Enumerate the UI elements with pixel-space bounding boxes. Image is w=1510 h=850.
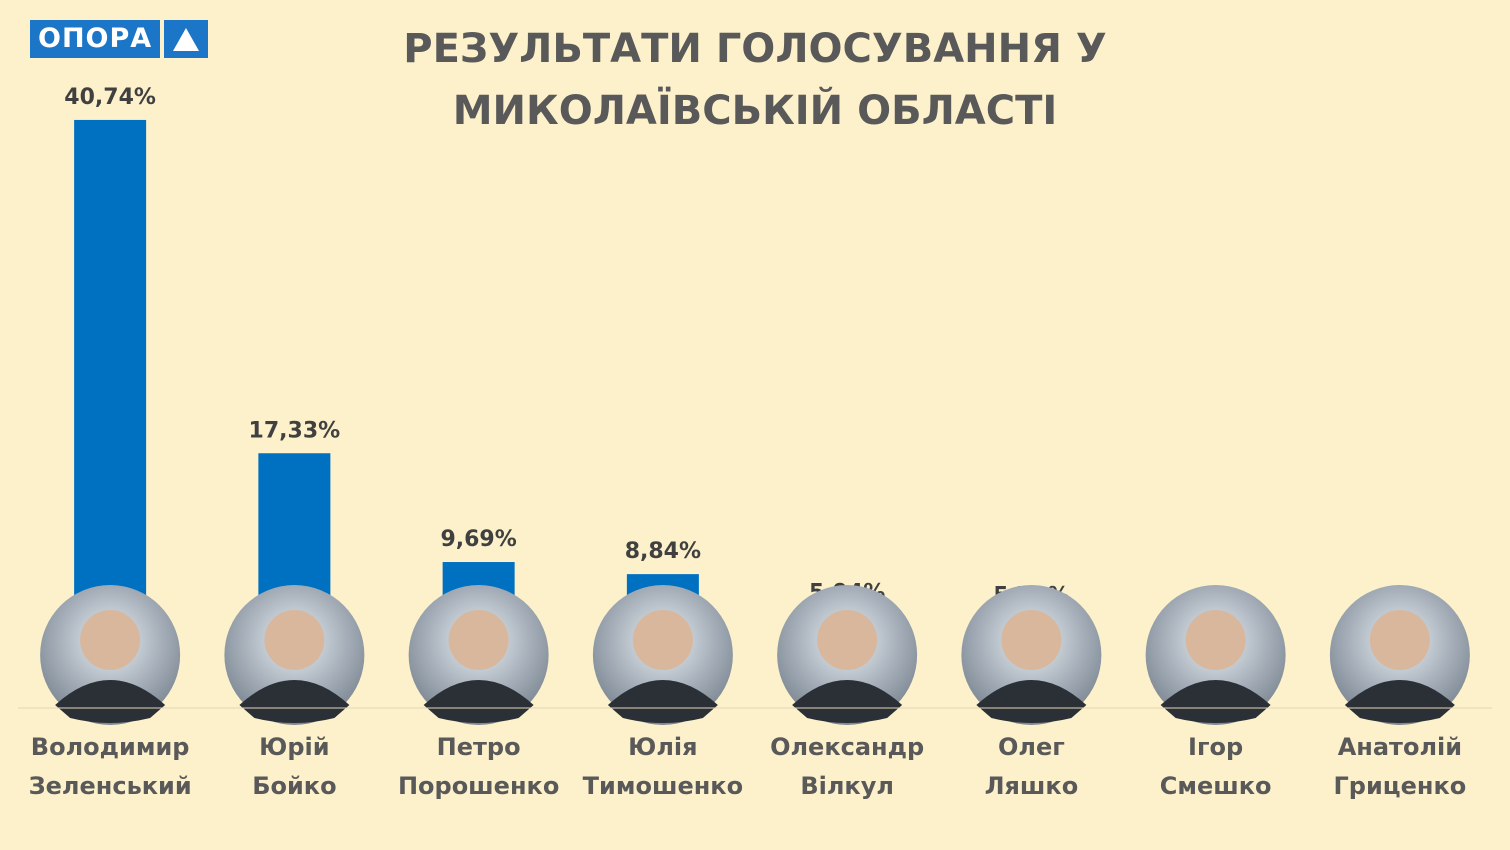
portrait-head — [448, 610, 509, 670]
portrait-head — [80, 610, 141, 670]
x-tick-label: Олег Ляшко — [984, 733, 1079, 800]
portrait-body — [792, 680, 903, 723]
portrait-head — [1185, 610, 1246, 670]
value-label: 9,69% — [440, 527, 516, 552]
x-tick-label: Олександр Вілкул — [770, 733, 925, 800]
portrait-body — [1344, 680, 1455, 723]
portrait-body — [607, 680, 718, 723]
logo: ОПОРА — [30, 20, 209, 58]
value-label: 17,33% — [249, 418, 341, 443]
portrait-body — [976, 680, 1087, 723]
portrait-head — [264, 610, 325, 670]
x-tick-label: Ігор Смешко — [1159, 733, 1272, 800]
portrait-body — [55, 680, 166, 723]
x-tick-label: Петро Порошенко — [397, 733, 560, 800]
portrait-head — [1369, 610, 1430, 670]
value-label: 8,84% — [625, 539, 701, 564]
portrait-head — [1001, 610, 1062, 670]
portrait-body — [239, 680, 350, 723]
portrait-body — [1160, 680, 1271, 723]
logo-text: ОПОРА — [30, 20, 161, 58]
x-tick-label: Юлія Тимошенко — [582, 733, 744, 800]
x-tick-label: Володимир Зеленський — [28, 733, 192, 800]
chart-title: РЕЗУЛЬТАТИ ГОЛОСУВАННЯ У МИКОЛАЇВСЬКІЙ О… — [403, 26, 1107, 134]
x-tick-label: Юрій Бойко — [252, 733, 337, 800]
x-tick-label: Анатолій Гриценко — [1333, 733, 1467, 800]
logo-mark — [164, 20, 209, 58]
portrait-body — [423, 680, 534, 723]
portrait-head — [817, 610, 878, 670]
logo-triangle — [173, 28, 200, 51]
value-label: 40,74% — [64, 85, 156, 110]
portrait-head — [632, 610, 693, 670]
